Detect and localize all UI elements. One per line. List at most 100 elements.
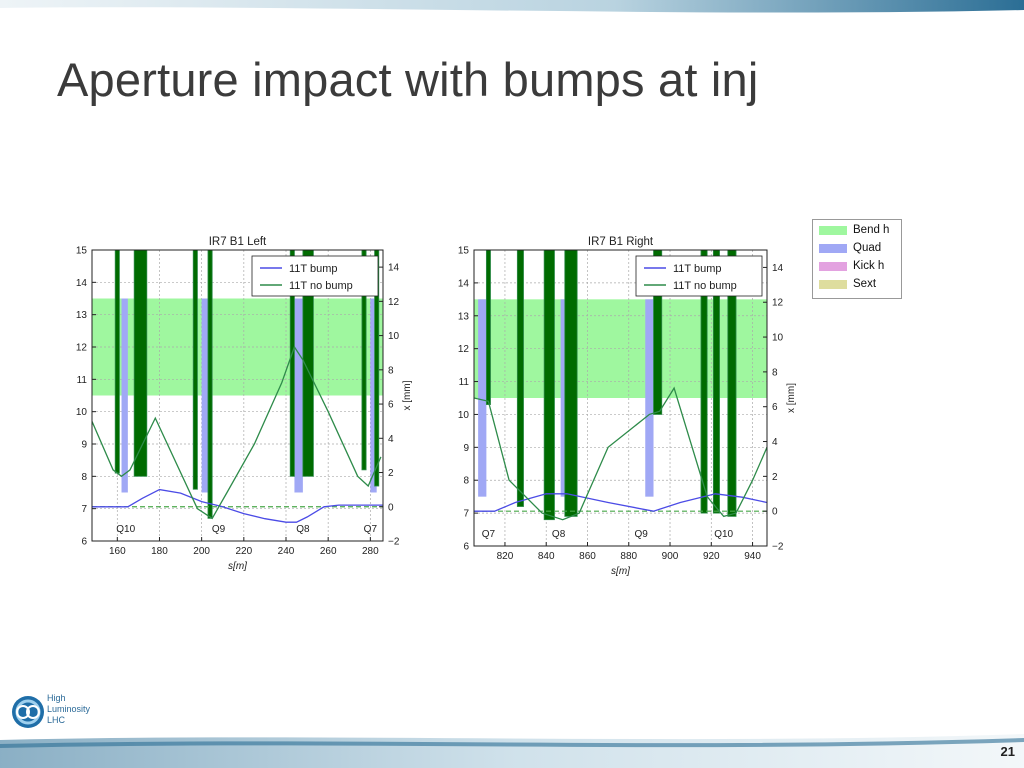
y-tick-label-left: 12 — [76, 343, 88, 354]
aperture-wall — [361, 250, 367, 471]
quad-label: Q7 — [364, 524, 378, 535]
high-luminosity-lhc-logo — [12, 696, 44, 728]
y-tick-label-right: 12 — [772, 298, 784, 309]
x-tick-label: 940 — [744, 551, 761, 562]
y-tick-label-left: 15 — [76, 246, 88, 257]
x-tick-label: 200 — [193, 546, 210, 557]
legend-swatch-quad — [819, 244, 847, 253]
legend-entry-sext: Sext — [819, 278, 899, 292]
legend-label: Kick h — [853, 260, 885, 272]
aperture-wall — [727, 250, 737, 517]
y-tick-label-left: 9 — [463, 443, 469, 454]
aperture-wall — [207, 250, 213, 519]
y-tick-label-left: 13 — [76, 310, 88, 321]
y-tick-label-left: 10 — [458, 410, 470, 421]
y-tick-label-left: 13 — [458, 311, 470, 322]
aperture-wall — [114, 250, 120, 474]
y-tick-label-right: −2 — [388, 537, 400, 548]
quad-label: Q8 — [296, 524, 310, 535]
y-tick-label-right: 14 — [388, 263, 400, 274]
bottom-decorative-stripe — [0, 734, 1024, 768]
legend-label: Quad — [853, 242, 882, 254]
legend-entry: 11T no bump — [289, 280, 353, 292]
legend-label: Sext — [853, 278, 877, 290]
y-tick-label-right: 2 — [388, 468, 394, 479]
x-tick-label: 160 — [109, 546, 126, 557]
x-tick-label: 220 — [235, 546, 252, 557]
y-tick-label-right: 8 — [772, 367, 778, 378]
y-tick-label-left: 11 — [459, 377, 470, 388]
y-tick-label-left: 6 — [81, 537, 87, 548]
x-tick-label: 900 — [662, 551, 679, 562]
logo-line: High — [47, 693, 66, 703]
chart-title: IR7 B1 Right — [588, 236, 654, 248]
plot-area — [92, 250, 383, 541]
plot-area — [474, 250, 767, 546]
x-axis-label: s[m] — [228, 561, 247, 572]
legend-swatch-kick-h — [819, 262, 847, 271]
y-tick-label-left: 7 — [463, 509, 469, 520]
x-axis-label: s[m] — [611, 566, 630, 577]
y-axis-label-right: x [mm] — [402, 380, 413, 410]
aperture-wall — [302, 250, 314, 477]
logo-line: Luminosity — [47, 704, 91, 714]
y-tick-label-right: 12 — [388, 297, 400, 308]
legend-entry-quad: Quad — [819, 242, 899, 256]
aperture-wall — [653, 250, 663, 415]
x-tick-label: 180 — [151, 546, 168, 557]
x-tick-label: 240 — [278, 546, 295, 557]
aperture-wall — [712, 250, 720, 514]
x-tick-label: 840 — [538, 551, 555, 562]
y-tick-label-right: 0 — [388, 502, 394, 513]
logo-text: High Luminosity LHC — [47, 693, 90, 726]
x-tick-label: 860 — [579, 551, 596, 562]
quad-label: Q8 — [552, 529, 566, 540]
legend-entry: 11T bump — [289, 263, 338, 275]
y-tick-label-left: 8 — [81, 472, 87, 483]
series-11t-no-bump — [92, 345, 382, 520]
y-tick-label-left: 7 — [81, 504, 87, 515]
y-tick-label-left: 6 — [463, 542, 469, 553]
legend-entry-kick-h: Kick h — [819, 260, 899, 274]
y-tick-label-left: 9 — [81, 440, 87, 451]
quad-block — [478, 299, 487, 497]
y-tick-label-right: 4 — [388, 434, 394, 445]
y-tick-label-right: 4 — [772, 437, 778, 448]
quad-block — [645, 299, 654, 497]
y-tick-label-left: 14 — [76, 278, 88, 289]
plot-frame — [91, 249, 384, 542]
aperture-wall — [700, 250, 708, 514]
y-tick-label-right: 14 — [772, 263, 784, 274]
slide-title: Aperture impact with bumps at inj — [57, 53, 759, 106]
series-legend — [251, 255, 379, 297]
legend-swatch-bend-h — [819, 226, 847, 235]
y-tick-label-left: 15 — [458, 246, 470, 257]
x-tick-label: 880 — [620, 551, 637, 562]
plot-frame — [473, 249, 768, 547]
series-11t-no-bump — [474, 386, 767, 521]
y-axis-label-right: x [mm] — [786, 383, 797, 413]
legend-entry-bend-h: Bend h — [819, 224, 899, 238]
legend-entry: 11T bump — [673, 263, 722, 275]
quad-label: Q7 — [482, 529, 496, 540]
chart-title: IR7 B1 Left — [209, 236, 267, 248]
series-11t-bump — [474, 493, 767, 512]
y-tick-label-right: −2 — [772, 542, 784, 553]
aperture-wall — [374, 250, 380, 487]
top-decorative-stripe — [0, 0, 1024, 13]
aperture-wall — [543, 250, 555, 521]
quad-label: Q9 — [212, 524, 226, 535]
y-tick-label-left: 8 — [463, 476, 469, 487]
quad-block — [121, 298, 128, 493]
y-tick-label-right: 6 — [772, 402, 778, 413]
y-tick-label-left: 10 — [76, 407, 88, 418]
element-type-legend: Bend h Quad Kick h Sext — [812, 219, 902, 299]
y-tick-label-right: 10 — [772, 333, 784, 344]
x-tick-label: 260 — [320, 546, 337, 557]
quad-block — [201, 298, 211, 493]
y-tick-label-left: 14 — [458, 278, 470, 289]
aperture-wall — [289, 250, 295, 477]
